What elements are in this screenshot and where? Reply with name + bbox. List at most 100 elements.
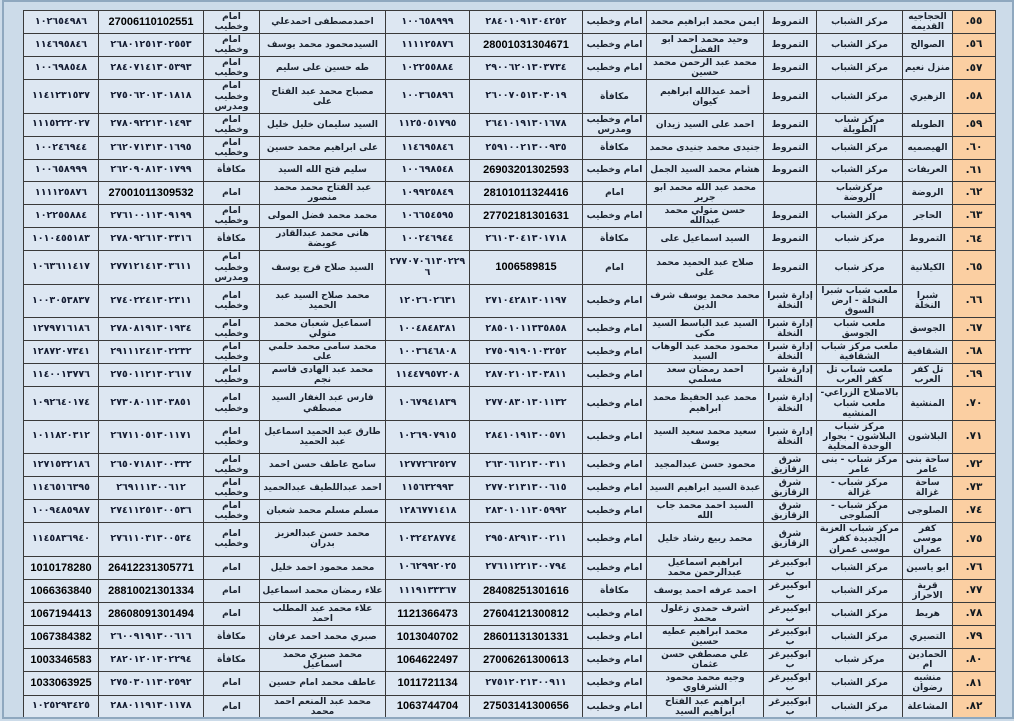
imam2-name-cell: هانى محمد عبدالقادر عويضة xyxy=(259,227,386,252)
youth-center-cell: مركز الشباب xyxy=(816,555,903,580)
imam1-national-id-cell: ٢٦٤١٠١٩١٣٠١٦٧٨ xyxy=(469,112,583,137)
imam1-name-cell: السيد اسماعيل على xyxy=(646,227,764,252)
imam1-name-cell: سعيد محمد سعيد السيد يوسف xyxy=(646,419,764,454)
imam1-phone-cell: ١٠٢٦٩٠٧٩١٥ xyxy=(385,419,470,454)
imam1-name-cell: احمد على السيد زيدان xyxy=(646,112,764,137)
youth-center-cell: مركز شباب البلاشون - بجوار الوحدة المحلي… xyxy=(816,419,903,454)
imam1-phone-cell: 1063744704 xyxy=(385,694,470,717)
imam1-phone-cell: ١٠٠٣٦٥٨٩٦ xyxy=(385,79,470,114)
imam2-national-id-cell: ٢٨٢٠١٢٠١٣٠٢٢٩٤ xyxy=(98,648,204,673)
imam1-role-cell: امام وخطيب xyxy=(582,625,647,650)
table-row: ٦٣. الحاجر مركز الشباب التمروط حسن متولي محم… xyxy=(23,204,996,229)
table-row: ٦١. العريفات مركز الشباب التمروط هشام محمد ا… xyxy=(23,159,996,183)
imam2-role-cell: امام وخطيب xyxy=(203,452,260,478)
district-cell: ابوكبيرغرب xyxy=(763,625,817,650)
imam2-phone-cell: ١٠٠٦٩٨٥٤٨ xyxy=(23,56,99,81)
row-number-cell: ٨٣. xyxy=(953,718,996,719)
imam2-national-id-cell: ٢٧٧١٢١٤١٣٠٣٦١١ xyxy=(98,250,204,285)
village-cell: التمروط xyxy=(902,227,953,252)
imam1-phone-cell: ١١١٩١٣٣٣٦٧ xyxy=(385,578,470,603)
youth-center-cell: مركز الشباب xyxy=(816,671,903,696)
table-row: ٦٧. الجوسق ملعب شباب الجوسق إدارة شبرا النخ… xyxy=(23,316,996,342)
imam1-phone-cell: ١٠٦٢٩٩٢٠٢٥ xyxy=(385,555,470,580)
imam1-role-cell: امام وخطيب xyxy=(582,56,647,81)
imam2-name-cell: صبري محمد احمد عرفان xyxy=(259,625,386,650)
imam1-phone-cell: ١٠٠٦٩٨٥٤٨ xyxy=(385,159,470,183)
youth-center-cell: مركز الشباب xyxy=(816,578,903,603)
imam1-national-id-cell: ٢٩٠٠٦٢٠١٣٠٣٧٣٤ xyxy=(469,56,583,81)
imam2-national-id-cell: ٢٦٢٠٧١٣١٣٠١٦٩٥ xyxy=(98,135,204,161)
imam1-role-cell: امام وخطيب xyxy=(582,601,647,627)
imam2-phone-cell: ١٠٠٢٤٦٩٤٤ xyxy=(23,135,99,161)
village-cell: الجوسق xyxy=(902,316,953,342)
imam1-national-id-cell: 27503141300656 xyxy=(469,694,583,717)
imam2-national-id-cell: ٢٩١١١٢٤١٣٠٢٢٣٢ xyxy=(98,340,204,365)
imam2-role-cell: امام وخطيب ومدرس xyxy=(203,250,260,285)
imam2-name-cell: محمد سامى محمد حلمي على xyxy=(259,340,386,365)
youth-center-cell: مركز شباب الطويلة xyxy=(816,112,903,137)
district-cell: شرق الزقازيق xyxy=(763,522,817,557)
imam2-name-cell: السيد سليمان خليل خليل xyxy=(259,112,386,137)
youth-center-cell: مركز الشباب xyxy=(816,601,903,627)
imam1-role-cell: مكافأة xyxy=(582,135,647,161)
table-row: ٧٧. قرية الاحراز مركز الشباب ابوكبيرغرب احمد… xyxy=(23,578,996,603)
village-cell: الصوالح xyxy=(902,33,953,58)
imam1-role-cell: امام وخطيب xyxy=(582,340,647,365)
village-cell: الحمادين ام xyxy=(902,648,953,673)
imam1-name-cell: السيد عبد الباسط السيد مكى xyxy=(646,316,764,342)
imam1-national-id-cell: 28408251301616 xyxy=(469,578,583,603)
district-cell xyxy=(763,181,817,206)
imam2-national-id-cell: 27001011309532 xyxy=(98,181,204,206)
row-number-cell: ٦٠. xyxy=(952,135,996,161)
imam2-phone-cell: ١٠٠٣٠٥٣٨٣٧ xyxy=(23,283,99,318)
imam2-name-cell: عاطف محمد امام حسين xyxy=(259,671,386,696)
imam2-role-cell: مكافأة xyxy=(204,718,260,719)
imam1-phone-cell: ١١٢٥٠٥١٧٩٥ xyxy=(385,112,470,137)
table-row: ٧٤. الصلوجى مركز شباب - الصلوجى شرق الزقازي… xyxy=(23,499,996,524)
row-number-cell: ٧٩. xyxy=(952,625,996,650)
district-cell: إدارة شبرا النخلة xyxy=(763,340,817,365)
imam1-role-cell: مكافأة xyxy=(582,227,647,252)
imam2-role-cell: امام وخطيب xyxy=(203,316,260,342)
imam2-phone-cell: ١٠١١٨٢٠٣١٢ xyxy=(23,419,99,454)
imam2-national-id-cell: ٢٧٥٠٦٢٠١٣٠١٨١٨ xyxy=(98,79,204,114)
imam1-national-id-cell: 28101011324416 xyxy=(469,181,583,206)
row-number-cell: ٨١. xyxy=(952,671,996,696)
imam1-role-cell: امام وخطيب xyxy=(582,33,647,58)
table-row: ٧٣. ساحة غزالة مركز شباب - غزالة شرق الزقاز… xyxy=(23,476,996,501)
imam1-role-cell: امام وخطيب xyxy=(582,316,647,342)
imam1-national-id-cell: ٢٨٣٠١٠١١٣٠٥٩٩٢ xyxy=(469,499,583,524)
district-cell: إدارة شبرا النخلة xyxy=(763,283,817,318)
imam1-name-cell: محمود حسن عبدالمجيد xyxy=(646,452,764,478)
imam1-role-cell: امام وخطيب xyxy=(582,419,647,454)
district-cell: إدارة شبرا النخلة xyxy=(763,363,817,388)
imam1-name-cell: محمود محمد عبد الوهاب السيد xyxy=(646,340,764,365)
imam2-phone-cell: ١١٤٠٠١٣٧٧٦ xyxy=(23,363,99,388)
district-cell: التمروط xyxy=(763,112,817,137)
imam2-phone-cell: 1010178280 xyxy=(23,555,99,580)
imam1-name-cell: هشام محمد السيد الجمل xyxy=(646,159,764,183)
imam2-role-cell: امام xyxy=(203,601,260,627)
district-cell: التمروط xyxy=(763,56,817,81)
imam2-national-id-cell: 28810021301334 xyxy=(98,578,204,603)
district-cell: ابوكبيرغرب xyxy=(763,648,817,673)
village-cell: الطويله xyxy=(902,112,953,137)
imam1-phone-cell: ١١٥٦٣٢٩٩٣ xyxy=(385,476,470,501)
imam2-name-cell: محمد محمد فضل المولى xyxy=(259,204,386,229)
imam2-phone-cell: ١١٤١٢٣١٥٣٧ xyxy=(23,79,99,114)
imam1-phone-cell: 1064622497 xyxy=(385,648,470,673)
district-cell: ابوكبيرغرب xyxy=(763,671,817,696)
imam1-role-cell: مكافأة xyxy=(582,578,647,603)
imam1-role-cell: امام وخطيب xyxy=(582,204,647,229)
imams-table: ٥٥. الحجاجيه القديمه مركز الشباب التمروط ايم… xyxy=(23,9,996,719)
imam2-role-cell: امام وخطيب xyxy=(203,499,260,524)
imam2-national-id-cell: ٢٦٠٠٩١٩١٣٠٠٦١٦ xyxy=(98,625,204,650)
imam1-national-id-cell: ٢٦٠٠٧٠٥١٣٠٣٠١٩ xyxy=(469,79,583,114)
row-number-cell: ٧١. xyxy=(952,419,996,454)
imam2-national-id-cell: ٢٧٣٠٨٠١١٣٠٣٨٥١ xyxy=(98,386,204,421)
village-cell: الزهيري xyxy=(902,79,953,114)
imam1-name-cell: حسن متولي محمد عبدالله xyxy=(646,204,764,229)
imam2-phone-cell: ١١١١٢٥٨٧٦ xyxy=(23,181,99,206)
imam1-name-cell: ابراهيم عبد الفتاح ابراهيم السيد xyxy=(646,694,764,717)
